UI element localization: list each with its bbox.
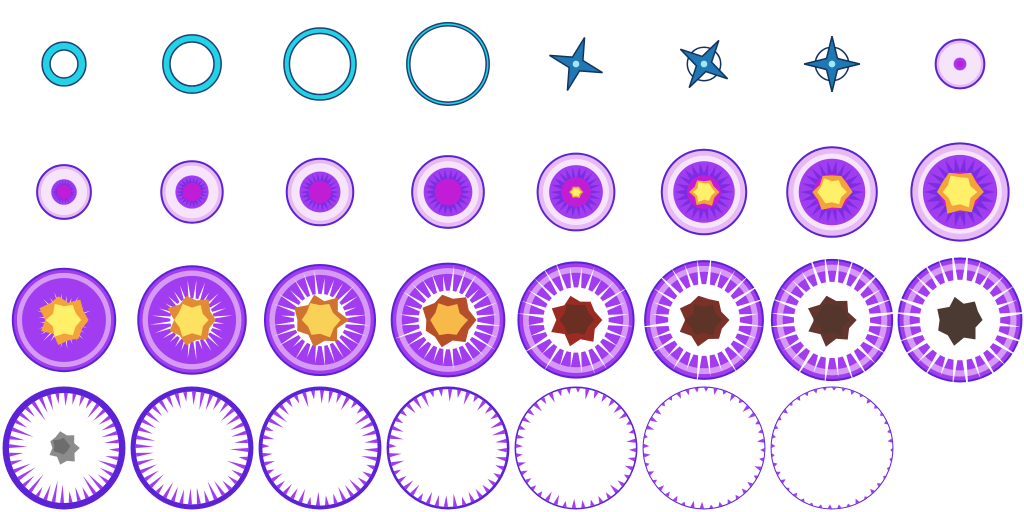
- sprite-frame-16: [896, 128, 1024, 256]
- sprite-frame-26: [128, 384, 256, 512]
- sprite-frame-21: [512, 256, 640, 384]
- orb-sprite: [786, 146, 878, 238]
- sprite-frame-14: [640, 128, 768, 256]
- ring-sprite: [162, 34, 222, 94]
- ring-sprite: [41, 41, 87, 87]
- sprite-frame-7: [768, 0, 896, 128]
- shell-sprite: [130, 386, 254, 510]
- burst-sprite: [517, 260, 635, 379]
- sprite-frame-6: [640, 0, 768, 128]
- shell-sprite: [258, 386, 382, 510]
- sprite-frame-3: [256, 0, 384, 128]
- orb-sprite: [160, 160, 224, 224]
- sprite-frame-5: [512, 0, 640, 128]
- sprite-frame-19: [256, 256, 384, 384]
- sprite-frame-24: [885, 242, 1024, 399]
- burst-sprite: [885, 242, 1024, 399]
- ring-sprite: [283, 27, 357, 101]
- sprite-frame-27: [256, 384, 384, 512]
- burst-sprite: [137, 265, 247, 375]
- shell-sprite: [770, 386, 894, 510]
- sprite-frame-22: [637, 251, 769, 388]
- sprite-frame-10: [128, 128, 256, 256]
- shell-sprite: [642, 386, 766, 510]
- sprite-frame-25: [0, 384, 128, 512]
- sprite-frame-20: [384, 256, 512, 384]
- sprite-frame-31: [768, 384, 896, 512]
- burst-sprite: [767, 251, 907, 388]
- burst-sprite: [637, 251, 769, 388]
- sprite-frame-8: [896, 0, 1024, 128]
- orb-sprite: [536, 152, 616, 232]
- burst-sprite: [11, 267, 117, 373]
- orb-sprite: [934, 38, 986, 90]
- ring-sprite: [406, 22, 490, 106]
- star-sprite: [804, 36, 860, 92]
- burst-sprite: [390, 262, 506, 378]
- sprite-frame-9: [0, 128, 128, 256]
- sprite-frame-1: [0, 0, 128, 128]
- sprite-frame-4: [384, 0, 512, 128]
- burst-sprite: [263, 263, 377, 377]
- sprite-frame-12: [384, 128, 512, 256]
- star-sprite: [679, 39, 729, 89]
- sprite-frame-17: [0, 256, 128, 384]
- sprite-frame-11: [256, 128, 384, 256]
- sprite-frame-30: [640, 384, 768, 512]
- sprite-frame-29: [512, 384, 640, 512]
- shell-sprite: [386, 386, 510, 510]
- sprite-frame-28: [384, 384, 512, 512]
- star-sprite: [549, 37, 603, 91]
- sprite-frame-2: [128, 0, 256, 128]
- orb-sprite: [411, 155, 485, 229]
- shell-sprite: [2, 386, 126, 510]
- shell-sprite: [514, 386, 638, 510]
- orb-sprite: [910, 142, 1010, 242]
- orb-sprite: [285, 157, 355, 227]
- sprite-frame-23: [767, 251, 907, 388]
- sprite-frame-13: [512, 128, 640, 256]
- orb-sprite: [36, 164, 92, 220]
- sprite-frame-15: [768, 128, 896, 256]
- orb-sprite: [660, 148, 748, 236]
- sprite-frame-18: [128, 256, 256, 384]
